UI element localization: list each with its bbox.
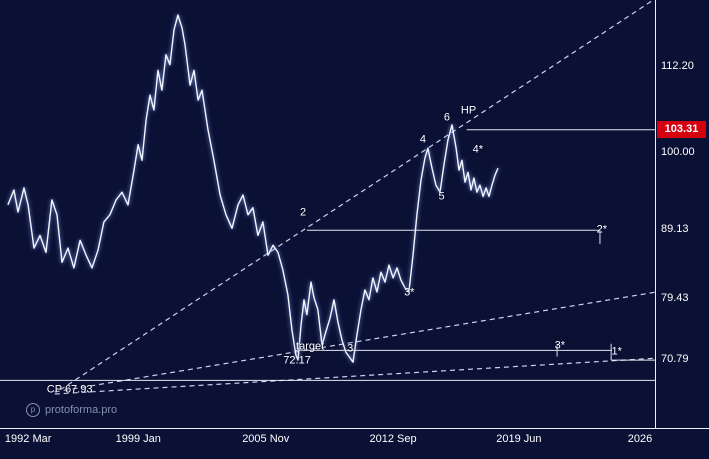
protoforma-logo-icon: p bbox=[26, 403, 40, 417]
trendline-fan-mid bbox=[54, 291, 655, 393]
chart-annotation: target bbox=[296, 340, 325, 353]
chart-annotation: 2* bbox=[596, 223, 608, 236]
chart-annotation: CP 67.93 bbox=[46, 383, 93, 396]
y-axis-label: 112.20 bbox=[661, 59, 694, 72]
chart-annotation: 4 bbox=[419, 133, 426, 146]
watermark-text: protoforma.pro bbox=[45, 404, 118, 416]
x-axis-label: 2019 Jun bbox=[496, 433, 542, 445]
y-axis-label-current: 103.31 bbox=[657, 120, 706, 138]
chart-annotation: 2 bbox=[299, 206, 307, 219]
chart-annotation: 72.17 bbox=[283, 354, 311, 367]
x-axis-label: 2026 bbox=[627, 433, 653, 445]
trendline-fan-low bbox=[54, 357, 655, 395]
watermark: p protoforma.pro bbox=[26, 403, 117, 417]
x-axis-label: 1999 Jan bbox=[115, 433, 161, 445]
price-line bbox=[7, 14, 499, 363]
chart-annotation: 5 bbox=[438, 190, 445, 203]
chart-annotation: HP bbox=[460, 104, 477, 117]
chart-annotation: 3 bbox=[347, 342, 354, 355]
chart-annotation: 4* bbox=[472, 143, 484, 156]
y-axis-label: 70.79 bbox=[661, 353, 689, 366]
x-axis-label: 1992 Mar bbox=[4, 433, 52, 445]
chart-annotation: 3* bbox=[404, 286, 415, 299]
y-axis-label: 89.13 bbox=[661, 223, 689, 236]
chart-annotation: 3* bbox=[554, 339, 566, 352]
trendline-fan-steep bbox=[59, 0, 655, 391]
y-axis-label: 79.43 bbox=[661, 291, 689, 304]
chart-annotation: 6 bbox=[443, 111, 450, 124]
y-axis-label: 100.00 bbox=[661, 146, 695, 159]
chart-annotation: 1* bbox=[611, 345, 622, 358]
x-axis-label: 2005 Nov bbox=[242, 433, 290, 445]
x-axis-label: 2012 Sep bbox=[369, 433, 417, 445]
